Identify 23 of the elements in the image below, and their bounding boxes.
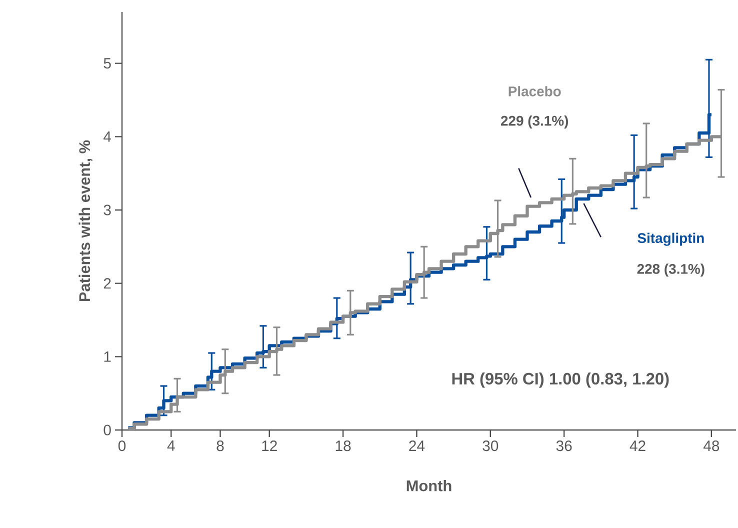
x-tick-label: 4 — [167, 440, 175, 451]
y-tick-label: 5 — [104, 58, 111, 69]
x-tick-label: 24 — [409, 440, 425, 451]
y-tick-label: 1 — [104, 352, 111, 362]
annotation: 229 (3.1%) — [500, 116, 568, 128]
y-tick-label: 2 — [104, 278, 111, 289]
x-tick-label: 18 — [336, 440, 351, 452]
text: Sitagliptin — [638, 232, 704, 246]
annotation: HR (95% CI) 1.00 (0.83, 1.20) — [452, 372, 669, 388]
x-axis-title: Month — [406, 480, 452, 492]
annotation: 228 (3.1%) — [637, 264, 704, 277]
y-tick-label: 0 — [104, 424, 111, 436]
x-tick-label: 42 — [630, 440, 646, 451]
x-tick-label: 8 — [216, 440, 224, 452]
y-tick-label: 3 — [104, 204, 111, 216]
x-tick-label: 36 — [556, 440, 572, 452]
text: Placebo — [508, 86, 561, 96]
x-tick-label: 30 — [482, 440, 498, 452]
x-tick-label: 48 — [703, 440, 720, 452]
x-tick-label: 12 — [262, 440, 277, 451]
y-axis-title: Patients with event, % — [78, 140, 92, 302]
x-tick-label: 0 — [118, 440, 126, 452]
y-tick-label: 4 — [104, 132, 112, 142]
